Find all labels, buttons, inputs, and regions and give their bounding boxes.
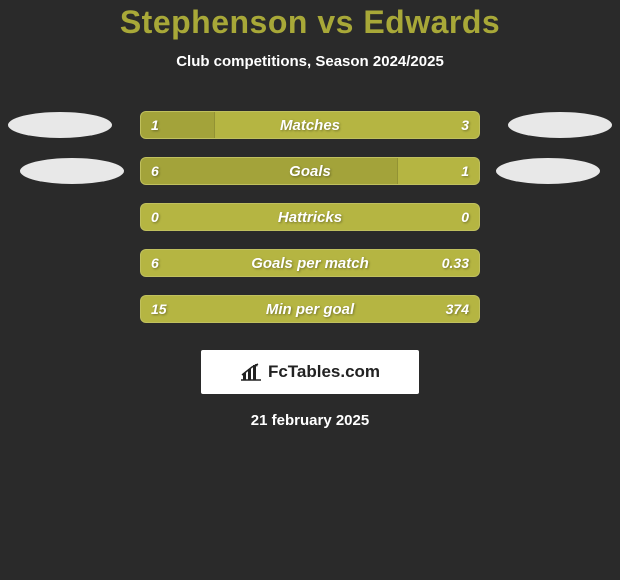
stat-rows: 13Matches 61Goals 00Hattricks 60.33Goals pe… [0,102,620,332]
stat-bar-track: 15374Min per goal [140,295,480,323]
player-left-marker [20,158,124,184]
comparison-widget: Stephenson vs Edwards Club competitions,… [0,0,620,429]
stat-bar-track: 60.33Goals per match [140,249,480,277]
player-left-marker [8,112,112,138]
player-right-marker [508,112,612,138]
page-title: Stephenson vs Edwards [0,4,620,41]
stat-row: 13Matches [0,102,620,148]
date-text: 21 february 2025 [0,412,620,429]
stat-label: Matches [141,112,479,138]
stat-row: 00Hattricks [0,194,620,240]
stat-label: Goals per match [141,250,479,276]
stat-bar-track: 00Hattricks [140,203,480,231]
subtitle: Club competitions, Season 2024/2025 [0,53,620,70]
stat-bar-track: 13Matches [140,111,480,139]
stat-row: 61Goals [0,148,620,194]
stat-label: Hattricks [141,204,479,230]
stat-row: 15374Min per goal [0,286,620,332]
logo-box[interactable]: FcTables.com [201,350,419,394]
logo-text: FcTables.com [268,362,380,382]
stat-label: Min per goal [141,296,479,322]
barchart-icon [240,363,262,381]
stat-row: 60.33Goals per match [0,240,620,286]
player-right-marker [496,158,600,184]
stat-label: Goals [141,158,479,184]
stat-bar-track: 61Goals [140,157,480,185]
